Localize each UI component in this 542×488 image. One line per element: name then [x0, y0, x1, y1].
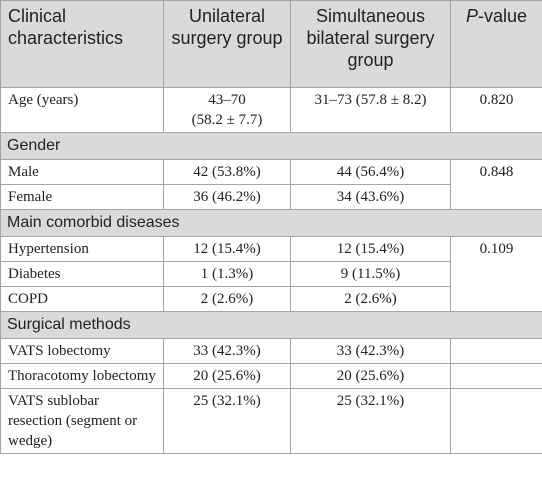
section-row: Main comorbid diseases [0, 209, 542, 237]
value-line: 33 (42.3%) [336, 343, 405, 359]
value-cell: 20 (25.6%) [290, 363, 451, 389]
value-line: 31–73 (57.8 ± 8.2) [314, 92, 427, 108]
header-cell: P-value [450, 0, 542, 88]
data-row: Diabetes 1 (1.3%) 9 (11.5%) [0, 261, 542, 287]
p-value: 0.848 [450, 159, 542, 210]
section-title: Main comorbid diseases [0, 209, 542, 237]
value-cell: 43–70 (58.2 ± 7.7) [163, 87, 291, 133]
value-cell: 34 (43.6%) [290, 184, 451, 210]
empty-cell [450, 338, 542, 364]
value-cell: 44 (56.4%) [290, 159, 451, 185]
row-label: Male [0, 159, 164, 185]
value-line: 44 (56.4%) [336, 164, 405, 180]
data-row: Male 42 (53.8%) 44 (56.4%) 0.848 [0, 159, 542, 210]
value-line: 42 (53.8%) [193, 164, 261, 180]
row-label: VATS lobectomy [0, 338, 164, 364]
value-cell: 1 (1.3%) [163, 261, 291, 287]
value-cell: 25 (32.1%) [163, 388, 291, 454]
value-cell: 33 (42.3%) [163, 338, 291, 364]
section-title: Surgical methods [0, 311, 542, 339]
value-line: 2 (2.6%) [344, 291, 397, 307]
data-row: VATS sublobar resection (segment or wedg… [0, 388, 542, 454]
value-cell: 33 (42.3%) [290, 338, 451, 364]
value-cell: 12 (15.4%) [163, 236, 291, 262]
data-row: Female 36 (46.2%) 34 (43.6%) [0, 184, 542, 210]
value-line: 20 (25.6%) [336, 368, 405, 384]
row-label: Age (years) [0, 87, 164, 133]
value-line: 25 (32.1%) [336, 393, 405, 409]
section-row: Surgical methods [0, 311, 542, 339]
p-value: 0.820 [450, 87, 542, 133]
row-label: Female [0, 184, 164, 210]
data-row: Age (years) 43–70 (58.2 ± 7.7) 31–73 (57.8 … [0, 87, 542, 133]
row-label: VATS sublobar resection (segment or wedg… [0, 388, 164, 454]
row-label: Diabetes [0, 261, 164, 287]
value-cell: 2 (2.6%) [163, 286, 291, 312]
data-row: Hypertension 12 (15.4%) 12 (15.4%) 0.109 [0, 236, 542, 312]
value-cell: 9 (11.5%) [290, 261, 451, 287]
value-line: 1 (1.3%) [200, 266, 254, 282]
value-cell: 31–73 (57.8 ± 8.2) [290, 87, 451, 133]
value-cell: 20 (25.6%) [163, 363, 291, 389]
value-cell: 25 (32.1%) [290, 388, 451, 454]
value-line: (58.2 ± 7.7) [191, 112, 263, 128]
row-label: Hypertension [0, 236, 164, 262]
header-italic: P [465, 6, 478, 26]
data-row: COPD 2 (2.6%) 2 (2.6%) [0, 286, 542, 312]
section-title: Gender [0, 132, 542, 160]
header-text: -value [477, 6, 528, 26]
value-line: 2 (2.6%) [200, 291, 254, 307]
row-label: Thoracotomy lobectomy [0, 363, 164, 389]
row-label: COPD [0, 286, 164, 312]
empty-cell [450, 363, 542, 389]
value-cell: 2 (2.6%) [290, 286, 451, 312]
value-line: 43–70 [208, 92, 246, 108]
value-line: 12 (15.4%) [336, 241, 405, 257]
header-cell: Clinical characteristics [0, 0, 164, 88]
table: Clinical characteristics Unilateral surge… [0, 0, 542, 454]
value-cell: 42 (53.8%) [163, 159, 291, 185]
value-line: 33 (42.3%) [193, 343, 261, 359]
p-value: 0.109 [450, 236, 542, 312]
header-row: Clinical characteristics Unilateral surge… [0, 0, 542, 88]
data-row: VATS lobectomy 33 (42.3%) 33 (42.3%) [0, 338, 542, 364]
value-line: 34 (43.6%) [336, 189, 405, 205]
data-row: Thoracotomy lobectomy 20 (25.6%) 20 (25.6%… [0, 363, 542, 389]
header-cell: Unilateral surgery group [163, 0, 291, 88]
value-line: 20 (25.6%) [193, 368, 261, 384]
empty-cell [450, 388, 542, 454]
value-line: 36 (46.2%) [193, 189, 261, 205]
value-cell: 36 (46.2%) [163, 184, 291, 210]
header-cell: Simultaneous bilateral surgery group [290, 0, 451, 88]
value-cell: 12 (15.4%) [290, 236, 451, 262]
section-row: Gender [0, 132, 542, 160]
value-line: 9 (11.5%) [340, 266, 401, 282]
value-line: 12 (15.4%) [193, 241, 261, 257]
value-line: 25 (32.1%) [193, 393, 261, 409]
